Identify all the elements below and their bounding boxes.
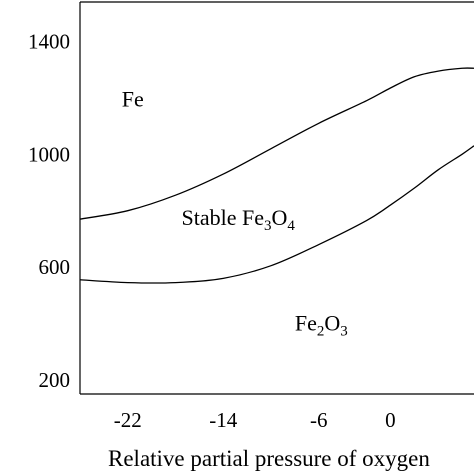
x-axis-tick-labels: -22 -14 -6 0 <box>114 408 396 432</box>
x-tick-label: -14 <box>209 408 237 432</box>
plot-area <box>79 1 474 395</box>
y-tick-label: 1000 <box>28 142 70 166</box>
region-label: Fe2O3 <box>295 311 348 340</box>
phase-boundary-line-2 <box>79 145 474 284</box>
x-axis-title: Relative partial pressure of oxygen <box>108 446 430 471</box>
x-tick-label: 0 <box>385 408 396 432</box>
phase-boundary-line-1 <box>79 67 474 220</box>
region-label: Fe <box>122 86 144 111</box>
y-tick-label: 1400 <box>28 29 70 53</box>
y-tick-label: 600 <box>39 255 71 279</box>
y-tick-label: 200 <box>39 368 71 392</box>
curves <box>79 67 474 284</box>
y-axis-tick-labels: 1400 1000 600 200 <box>28 29 70 391</box>
x-tick-label: -6 <box>310 408 328 432</box>
x-tick-label: -22 <box>114 408 142 432</box>
region-labels: Fe Stable Fe3O4 Fe2O3 <box>122 86 348 339</box>
region-label: Stable Fe3O4 <box>181 205 295 234</box>
